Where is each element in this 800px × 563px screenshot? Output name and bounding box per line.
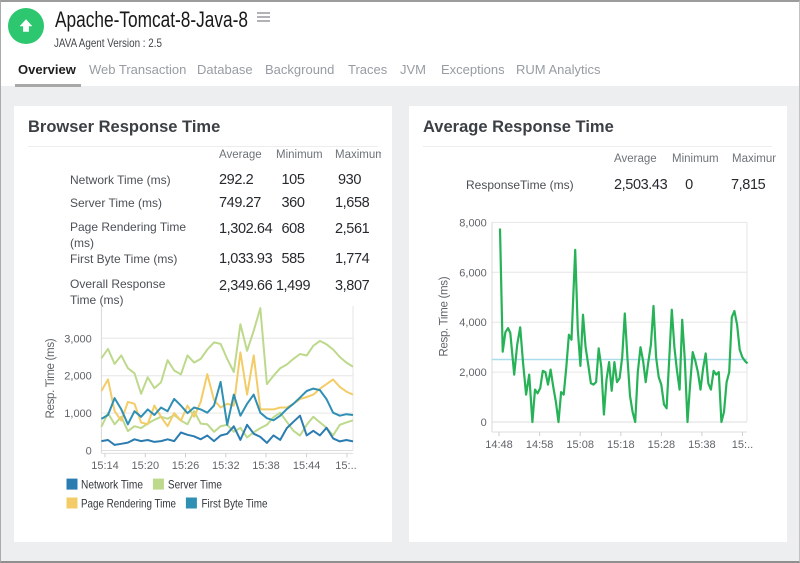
svg-text:First Byte Time: First Byte Time [202, 496, 268, 510]
svg-text:Resp. Time (ms): Resp. Time (ms) [439, 276, 451, 356]
svg-text:14:48: 14:48 [485, 439, 513, 451]
svg-text:Resp. Time (ms): Resp. Time (ms) [45, 338, 57, 418]
svg-text:15:08: 15:08 [566, 439, 594, 451]
svg-text:2,000: 2,000 [64, 371, 92, 383]
svg-text:2,000: 2,000 [459, 367, 487, 379]
svg-text:15:14: 15:14 [91, 460, 119, 472]
svg-text:3,000: 3,000 [64, 333, 92, 345]
svg-text:0: 0 [481, 417, 487, 429]
svg-text:15:38: 15:38 [688, 439, 716, 451]
svg-text:15:26: 15:26 [172, 460, 200, 472]
svg-text:15:20: 15:20 [132, 460, 160, 472]
svg-text:Page Rendering Time: Page Rendering Time [81, 496, 176, 510]
svg-text:0: 0 [86, 446, 92, 458]
svg-text:Network Time: Network Time [81, 478, 143, 492]
svg-text:4,000: 4,000 [459, 317, 487, 329]
svg-text:1,000: 1,000 [64, 408, 92, 420]
svg-text:14:58: 14:58 [526, 439, 554, 451]
svg-text:15:38: 15:38 [252, 460, 280, 472]
svg-text:15:44: 15:44 [293, 460, 321, 472]
svg-text:15:..: 15:.. [732, 439, 753, 451]
svg-text:15:32: 15:32 [212, 460, 240, 472]
svg-text:6,000: 6,000 [459, 267, 487, 279]
svg-text:15:28: 15:28 [648, 439, 676, 451]
svg-text:15:18: 15:18 [607, 439, 635, 451]
svg-text:Server Time: Server Time [168, 478, 222, 492]
svg-text:8,000: 8,000 [459, 217, 487, 229]
svg-text:15:..: 15:.. [335, 460, 356, 472]
